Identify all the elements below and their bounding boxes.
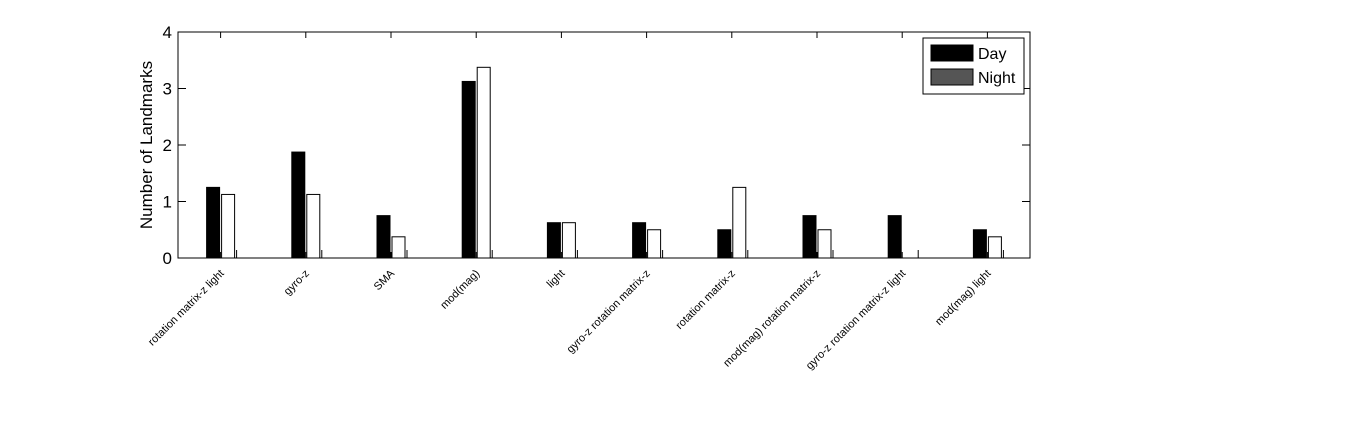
legend: Day Night bbox=[922, 37, 1025, 95]
legend-swatch-night bbox=[930, 68, 974, 86]
legend-swatch-day bbox=[930, 44, 974, 62]
bar-day-3 bbox=[461, 80, 476, 259]
bar-night-5 bbox=[647, 229, 662, 259]
y-tick-label: 4 bbox=[163, 23, 172, 42]
bar-day-9 bbox=[972, 229, 987, 259]
x-category-label: rotation matrix-z bbox=[674, 268, 738, 332]
bar-day-6 bbox=[717, 229, 732, 259]
bar-day-0 bbox=[206, 186, 221, 259]
y-tick-label: 2 bbox=[163, 136, 172, 155]
bar-night-6 bbox=[732, 186, 747, 259]
x-category-label: mod(mag) light bbox=[933, 268, 993, 328]
y-axis: 0 1 2 3 4 bbox=[163, 23, 1030, 268]
bar-day-2 bbox=[376, 215, 391, 259]
bar-day-8 bbox=[887, 215, 902, 259]
y-axis-label: Number of Landmarks bbox=[137, 61, 156, 229]
bar-night-4 bbox=[561, 222, 576, 259]
x-category-label: light bbox=[545, 268, 568, 291]
x-category-label: gyro-z bbox=[282, 268, 312, 298]
y-tick-label: 1 bbox=[163, 193, 172, 212]
x-category-label: mod(mag) bbox=[438, 268, 482, 312]
bar-night-2 bbox=[391, 236, 406, 259]
bar-night-0 bbox=[221, 193, 236, 259]
x-category-label: gyro-z rotation matrix-z bbox=[565, 268, 653, 356]
y-tick-label: 0 bbox=[163, 249, 172, 268]
bar-night-3 bbox=[476, 66, 491, 259]
bar-night-9 bbox=[987, 236, 1002, 259]
x-category-label: mod(mag) rotation matrix-z bbox=[721, 268, 823, 370]
bar-day-1 bbox=[291, 151, 306, 259]
x-category-label: gyro-z rotation matrix-z light bbox=[804, 268, 908, 372]
bar-night-7 bbox=[817, 229, 832, 259]
y-tick-label: 3 bbox=[163, 80, 172, 99]
x-category-label: rotation matrix-z light bbox=[146, 268, 227, 349]
bar-day-7 bbox=[802, 215, 817, 259]
legend-label-night: Night bbox=[978, 70, 1016, 87]
bar-day-5 bbox=[632, 222, 647, 259]
bars-group bbox=[206, 66, 1004, 259]
bar-night-1 bbox=[306, 193, 321, 259]
plot-area bbox=[178, 32, 1030, 258]
legend-label-day: Day bbox=[978, 46, 1006, 63]
bar-day-4 bbox=[546, 222, 561, 259]
x-category-label: SMA bbox=[372, 267, 398, 293]
